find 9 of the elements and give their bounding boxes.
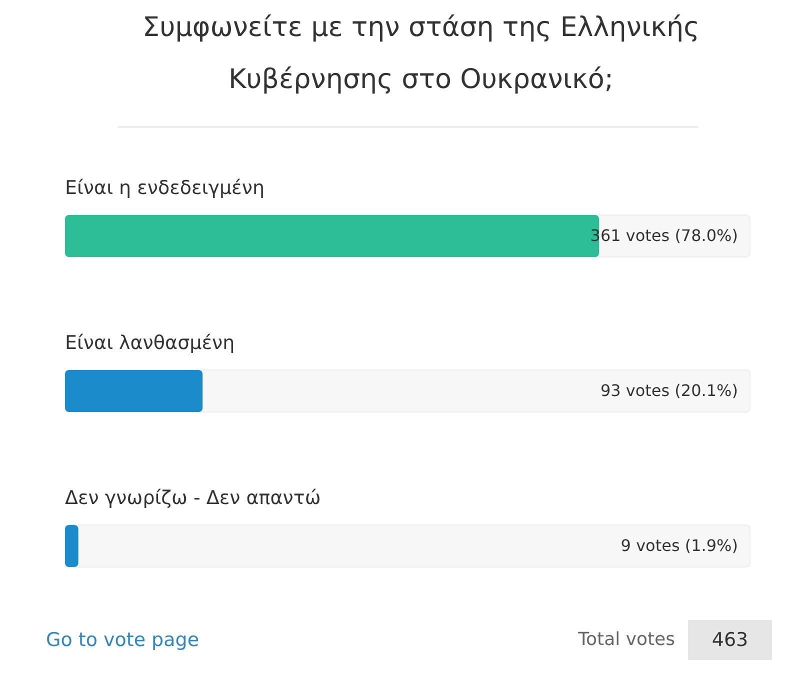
annotation: Total votes [577, 629, 675, 650]
chart-title: Συμφωνείτε με την στάση της Ελληνικής Κυβέρνησης στο Ουκρανικό; [142, 12, 700, 95]
y-tick-label: Είναι η ενδεδειγμένη [65, 177, 264, 199]
data-label: 9 votes (1.9%) [620, 536, 738, 555]
data-label: 93 votes (20.1%) [600, 381, 738, 400]
annotation: Go to vote page [46, 629, 200, 651]
y-tick-label: Είναι λανθασμένη [65, 332, 235, 354]
y-tick-label: Δεν γνωρίζω - Δεν απαντώ [65, 487, 321, 509]
annotation: 463 [712, 629, 748, 651]
